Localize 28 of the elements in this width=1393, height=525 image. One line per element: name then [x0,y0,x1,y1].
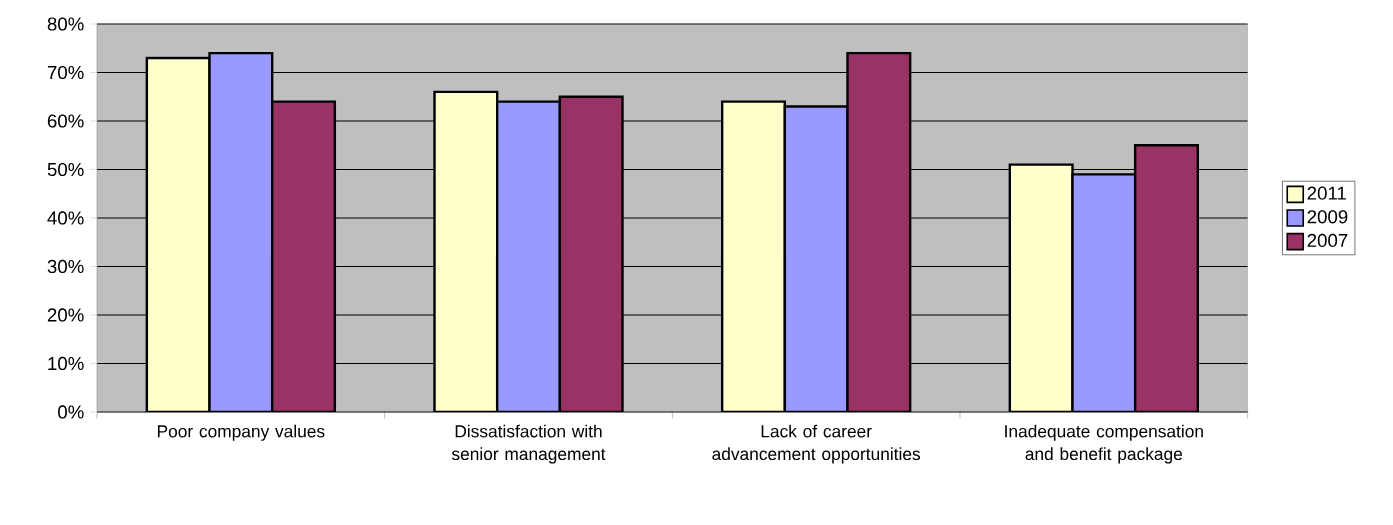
bar [720,100,787,412]
x-tick-label: Dissatisfaction with senior management [451,424,606,464]
bar [208,51,274,412]
y-tick-label: 0% [58,405,84,419]
y-tick-label: 50% [47,162,84,177]
bar [145,56,211,412]
y-tick-label: 10% [48,356,84,371]
bar [433,90,499,412]
legend-label: 2009 [1307,210,1348,224]
y-tick-label: 40% [47,211,84,225]
bar [1071,173,1137,412]
x-tick-label: Poor company values [157,424,325,441]
bar [783,105,849,412]
x-tick-label: Lack of career advancement opportunities [712,424,921,464]
y-tick-label: 20% [47,308,84,322]
bar [558,95,624,412]
x-tick-label: Inadequate compensation and benefit package [1005,424,1203,464]
bar [1133,144,1200,412]
y-tick-label: 30% [47,259,84,274]
bar [495,100,562,412]
y-tick-label: 80% [47,17,84,31]
y-tick-label: 70% [47,65,84,80]
legend-label: 2007 [1307,233,1348,248]
bar [270,100,337,412]
y-tick-label: 60% [47,114,84,128]
bar [846,51,912,412]
bar [1008,163,1074,412]
legend-label: 2011 [1307,186,1346,200]
